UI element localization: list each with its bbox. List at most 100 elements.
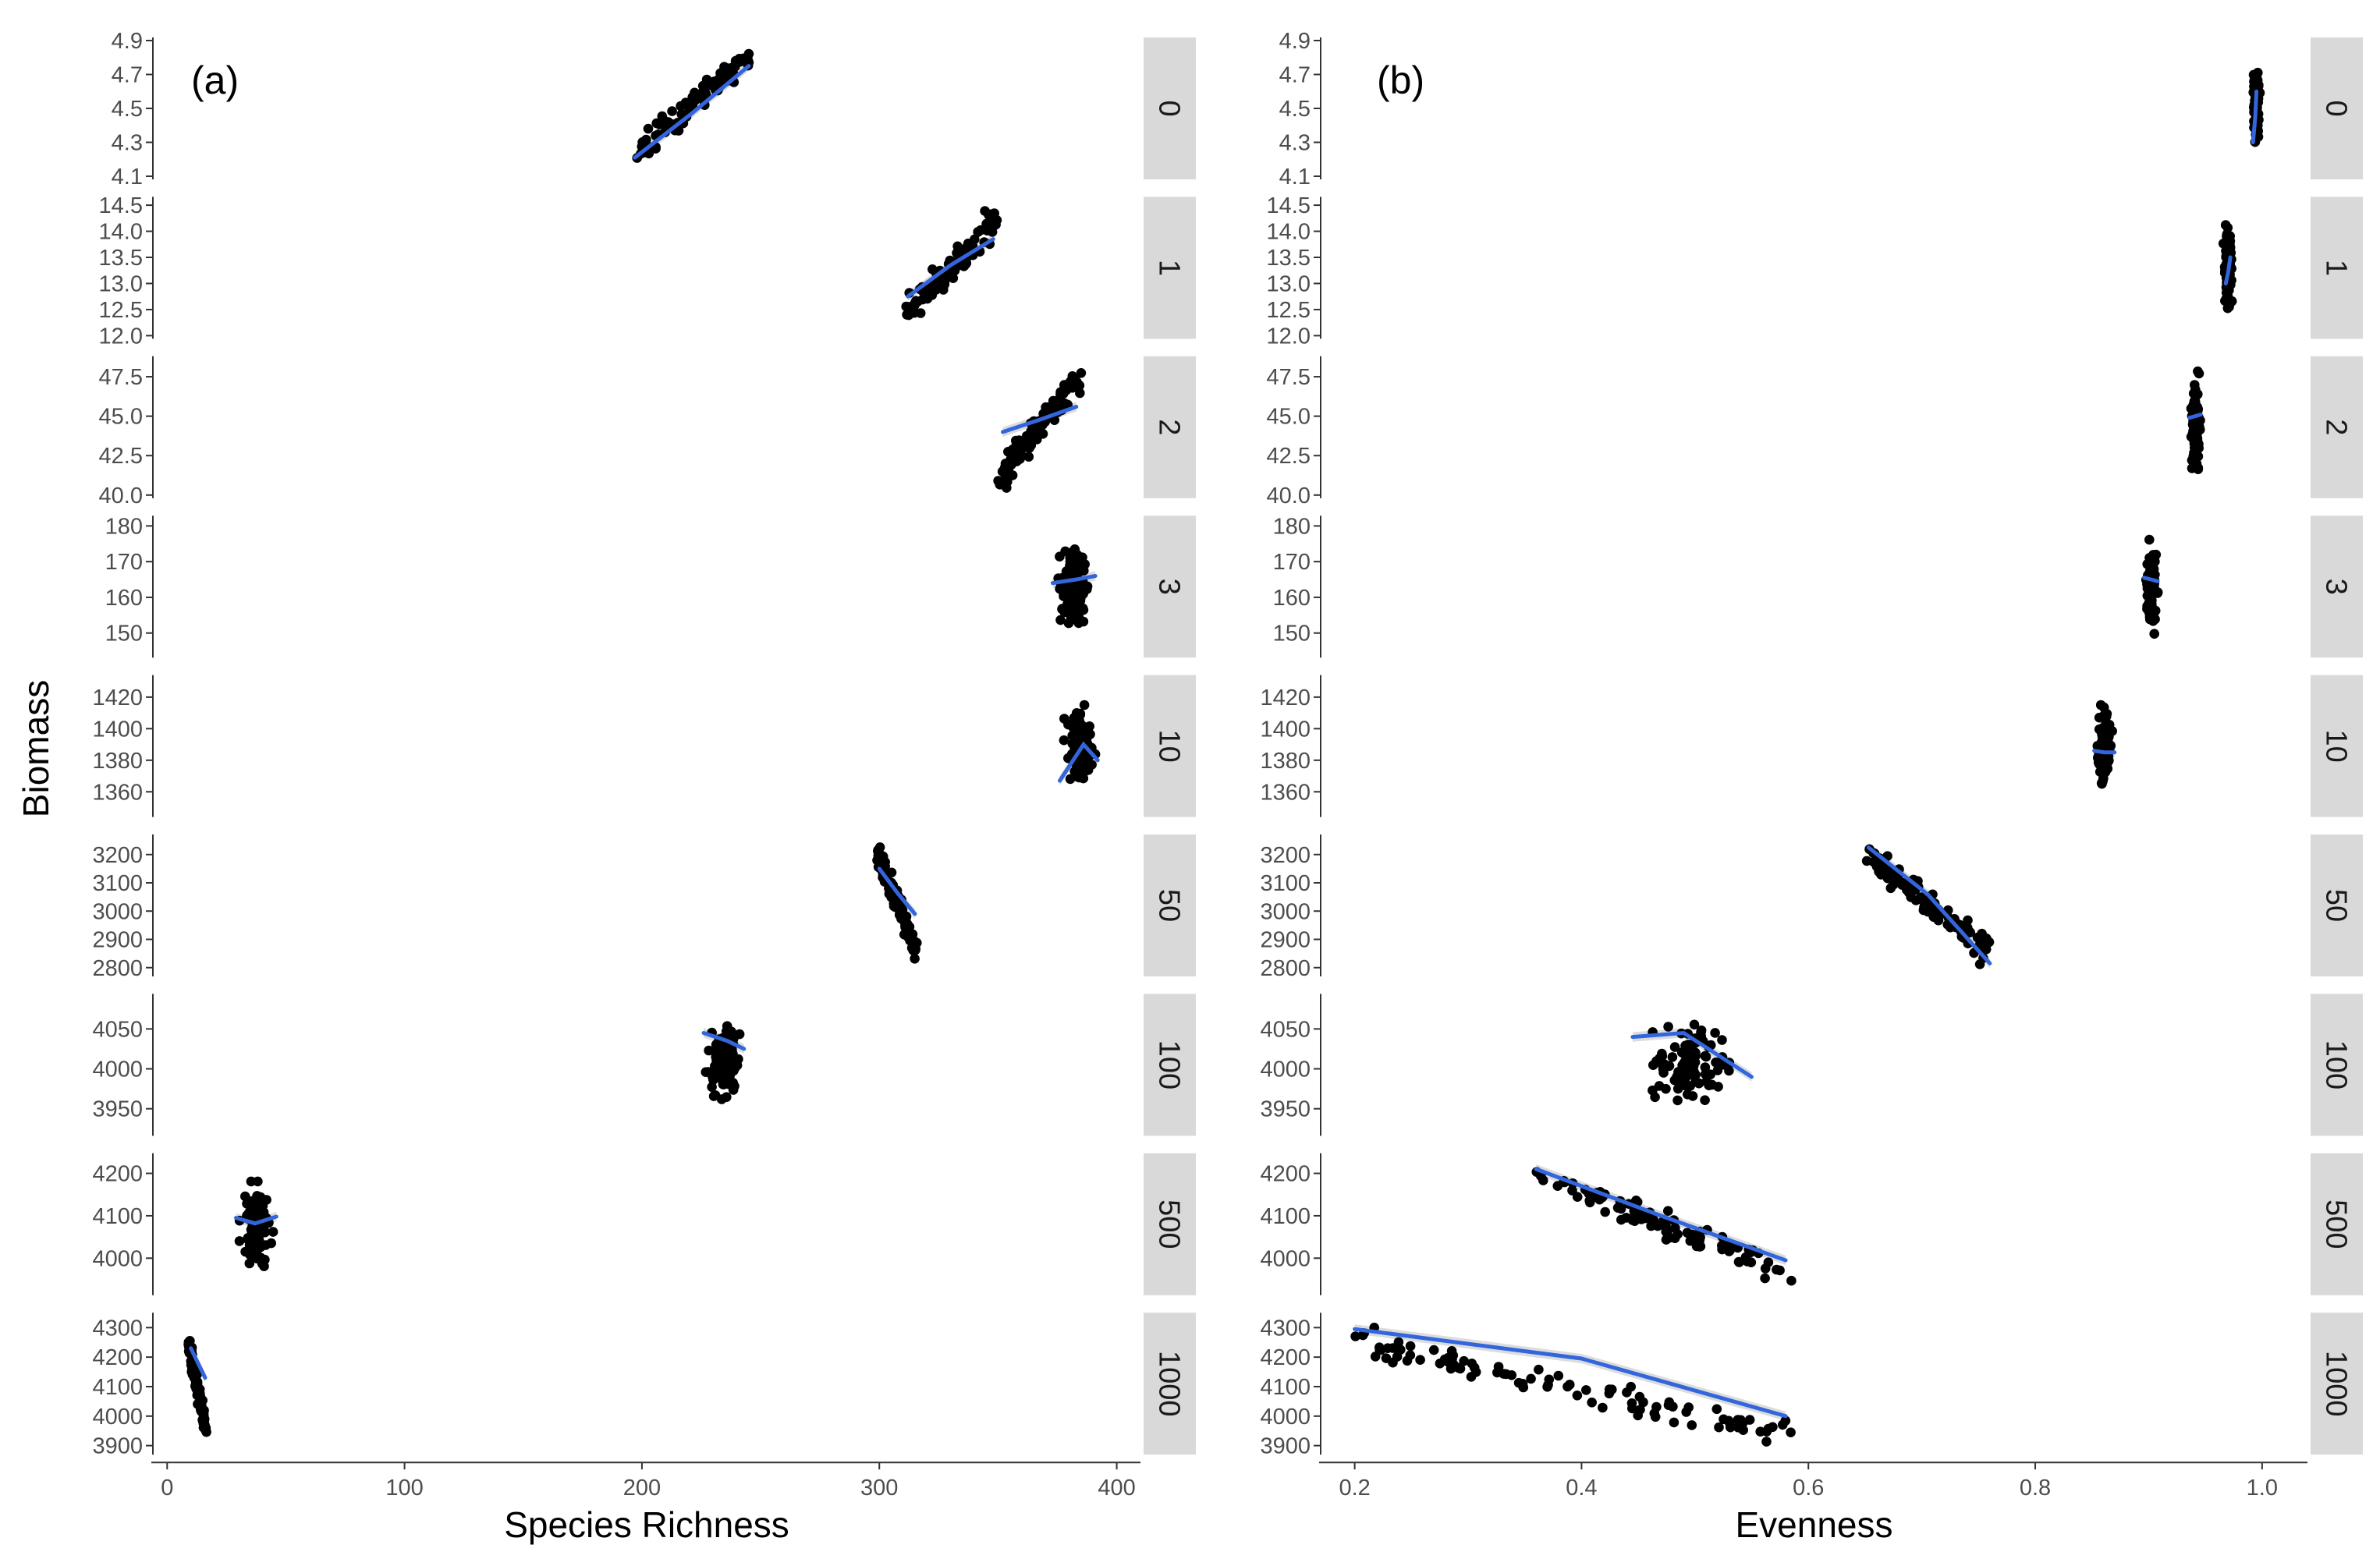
data-point [1667,1052,1678,1062]
scatter-points [632,48,754,163]
data-point [1689,1019,1700,1030]
data-point [1763,1257,1774,1267]
data-point [719,62,729,72]
data-point [1648,1215,1659,1225]
smooth-fit-line [1058,741,1100,783]
scatter-points [872,842,922,964]
data-point [1073,381,1083,391]
facet-strip-label: 500 [2320,1199,2353,1249]
data-point [1388,1343,1398,1353]
data-point [1616,1214,1626,1225]
data-point [1651,1401,1662,1412]
smooth-fit-line [1001,405,1079,434]
data-point [246,1224,257,1235]
data-point [1388,1357,1398,1368]
facet-strip-label: 50 [1153,889,1186,922]
data-point [1650,1412,1661,1423]
data-point [1534,1364,1544,1375]
facet-100: 3950 4000 4050 100 [1260,994,2363,1136]
data-point [244,1258,255,1269]
data-point [1069,610,1079,620]
data-point [257,1259,268,1269]
data-point [690,95,701,105]
data-point [1633,1410,1643,1421]
data-point [1974,959,1985,969]
panel-a: 4.1 4.3 4.5 4.7 4.9 0 12.012.513.013.514.014.5… [92,29,1196,1545]
facet-500: 4000 4100 4200 500 [1260,1153,2363,1295]
data-point [1059,735,1069,746]
data-point [1669,1042,1680,1052]
data-point [1066,584,1076,594]
data-point [2190,430,2201,440]
facet-strip-label: 1000 [1153,1351,1186,1417]
facet-10: 1360 1380 1400 1420 10 [1260,675,2363,817]
data-point [1676,1047,1687,1058]
smooth-fit-line [1353,1327,1788,1419]
data-point [2189,405,2199,416]
facet-strip-label: 2 [1153,419,1186,435]
facet-strip [2311,356,2363,498]
data-point [1415,1355,1425,1365]
data-point [1778,1419,1788,1430]
y-tick-label: 150 [105,622,143,647]
data-point [2149,629,2159,639]
data-point [893,901,903,911]
data-point [1087,760,1097,770]
facet-strip [2311,994,2363,1136]
y-tick-label: 40.0 [99,484,143,508]
data-point [1760,1273,1770,1284]
smooth-fit-line [701,1031,747,1051]
y-tick-label: 4300 [92,1316,143,1341]
data-point [243,1234,253,1245]
data-point [1655,1054,1665,1064]
smooth-fit-line [2223,255,2233,285]
data-point [1663,1206,1673,1216]
y-tick-label: 160 [105,586,143,611]
data-point [715,1058,726,1068]
data-point [1725,1244,1736,1255]
y-tick-label: 4300 [1260,1316,1311,1341]
data-point [240,1246,250,1257]
data-point [1676,1067,1687,1078]
y-tick-label: 12.5 [99,298,143,323]
data-point [1037,420,1048,430]
data-point [1453,1362,1463,1373]
facet-strip-label: 500 [1153,1199,1186,1249]
facet-strip-label: 3 [2320,579,2353,595]
facet-3: 150 160 170 180 3 [1273,514,2363,658]
data-point [2103,756,2114,767]
x-tick-label: 400 [1098,1476,1135,1500]
y-tick-label: 4000 [92,1405,143,1430]
data-point [2220,220,2231,230]
data-point [973,227,983,237]
y-tick-label: 2900 [92,928,143,953]
smooth-fit-line [633,64,751,160]
data-point [266,1238,277,1249]
y-tick-label: 4.3 [112,131,143,156]
data-point [1493,1362,1504,1372]
data-point [1714,1422,1724,1433]
y-tick-label: 4000 [1260,1246,1311,1271]
data-point [1981,934,1992,944]
data-point [2192,442,2203,453]
data-point [1005,456,1015,466]
data-point [2104,720,2115,730]
data-point [654,119,665,129]
y-tick-label: 4.1 [112,165,143,190]
x-tick-label: 0.2 [1339,1476,1370,1500]
y-tick-label: 4200 [92,1345,143,1370]
data-point [1712,1065,1723,1075]
facet-strip [2311,516,2363,658]
data-point [2224,302,2234,312]
data-point [2148,616,2158,626]
facet-strip [2311,675,2363,817]
data-point [1733,1423,1743,1433]
y-tick-label: 4.7 [1279,63,1311,88]
y-tick-label: 14.5 [99,193,143,218]
data-point [199,1405,209,1415]
y-tick-label: 160 [1273,586,1311,611]
data-point [873,845,883,856]
data-point [1672,1095,1683,1106]
y-tick-label: 3200 [1260,843,1311,868]
scatter-points [1350,1323,1796,1447]
